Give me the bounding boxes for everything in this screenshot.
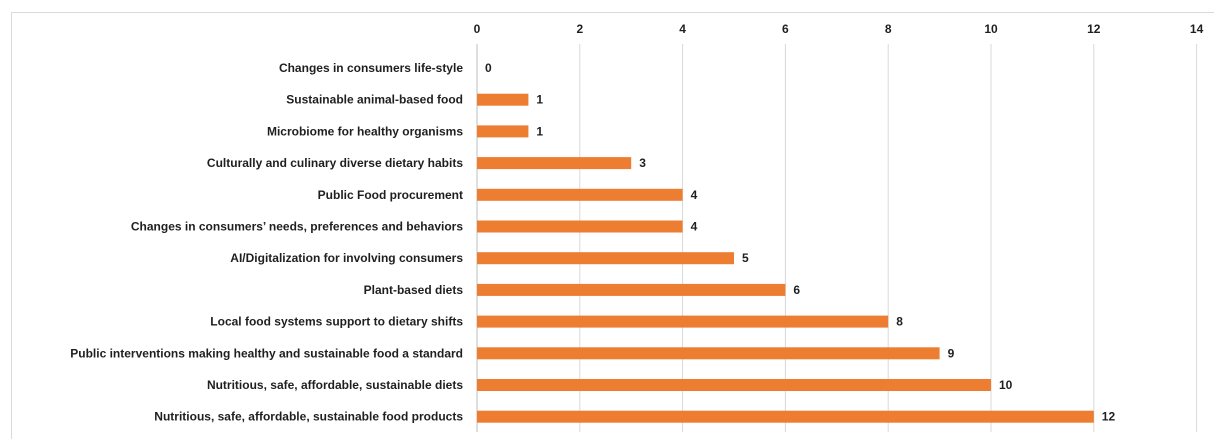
data-label: 1 xyxy=(536,124,543,138)
category-label: Microbiome for healthy organisms xyxy=(267,124,463,138)
category-label: Public Food procurement xyxy=(318,188,463,202)
bar xyxy=(477,188,683,201)
x-tick-label: 4 xyxy=(679,22,686,36)
category-label: Changes in consumers life-style xyxy=(279,61,463,75)
bar xyxy=(477,315,889,328)
bar xyxy=(477,93,529,106)
bar xyxy=(477,220,683,233)
category-label: Nutritious, safe, affordable, sustainabl… xyxy=(154,410,463,424)
data-label: 0 xyxy=(485,61,492,75)
x-tick-label: 12 xyxy=(1087,22,1101,36)
bar xyxy=(477,125,529,138)
data-label: 10 xyxy=(999,378,1013,392)
bar xyxy=(477,379,991,391)
bar xyxy=(477,252,734,265)
x-tick-label: 8 xyxy=(885,22,892,36)
x-tick-label: 10 xyxy=(984,22,998,36)
x-tick-label: 2 xyxy=(576,22,583,36)
category-label: AI/Digitalization for involving consumer… xyxy=(230,251,463,265)
category-label: Changes in consumers’ needs, preferences… xyxy=(131,220,463,234)
data-label: 12 xyxy=(1102,410,1116,424)
bar xyxy=(477,157,632,170)
category-label: Nutritious, safe, affordable, sustainabl… xyxy=(207,378,463,392)
x-tick-label: 0 xyxy=(474,22,481,36)
data-label: 6 xyxy=(793,283,800,297)
data-label: 1 xyxy=(536,93,543,107)
bar xyxy=(477,283,786,296)
data-label: 9 xyxy=(948,346,955,360)
data-label: 4 xyxy=(691,188,698,202)
data-label: 8 xyxy=(896,315,903,329)
category-label: Public interventions making healthy and … xyxy=(70,346,463,360)
x-tick-label: 6 xyxy=(782,22,789,36)
data-label: 4 xyxy=(691,220,698,234)
bar xyxy=(477,410,1094,423)
data-label: 5 xyxy=(742,251,749,265)
x-tick-label: 14 xyxy=(1190,22,1204,36)
chart-frame xyxy=(11,12,1214,439)
category-label: Culturally and culinary diverse dietary … xyxy=(207,156,463,170)
category-label: Sustainable animal-based food xyxy=(286,93,463,107)
bar xyxy=(477,347,940,360)
category-label: Plant-based diets xyxy=(364,283,464,297)
data-label: 3 xyxy=(639,156,646,170)
category-label: Local food systems support to dietary sh… xyxy=(210,315,463,329)
